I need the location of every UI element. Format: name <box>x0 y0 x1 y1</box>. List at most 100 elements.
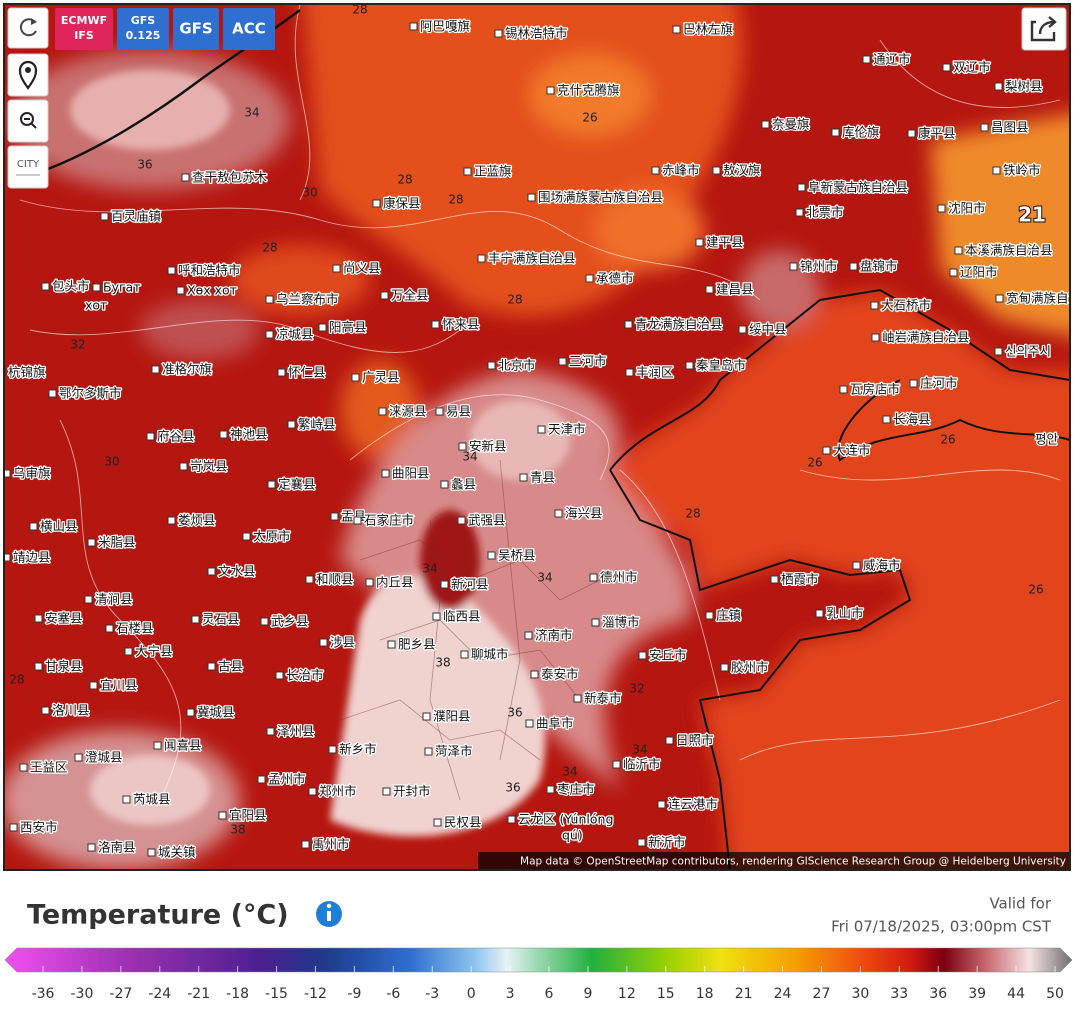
city-label: 铁岭市 <box>1003 163 1041 178</box>
city-label: 신의주시 <box>1005 344 1051 359</box>
city-label: 繁峙县 <box>298 417 336 432</box>
city-marker <box>257 775 266 784</box>
attribution: Map data © OpenStreetMap contributors, r… <box>520 856 1066 868</box>
city-button[interactable]: CITY <box>7 145 49 189</box>
scale-tick-label: -24 <box>148 986 171 1002</box>
contour-label: 34 <box>632 743 647 757</box>
city-marker <box>265 295 274 304</box>
model-button[interactable]: ACC <box>223 8 275 50</box>
model-button[interactable]: ECMWF IFS <box>55 8 113 50</box>
city-label: 长海县 <box>893 412 931 427</box>
city-marker <box>4 553 11 562</box>
city-label: 米脂县 <box>98 535 136 550</box>
city-marker <box>41 706 50 715</box>
city-marker <box>381 469 390 478</box>
contour-label: 34 <box>422 562 437 576</box>
info-icon[interactable] <box>316 901 342 927</box>
isotherms <box>19 4 1061 801</box>
city-label: 阳高县 <box>329 320 367 335</box>
city-label: 巴林左旗 <box>683 22 733 37</box>
city-marker <box>41 282 50 291</box>
zoom-button[interactable] <box>7 99 49 143</box>
city-marker <box>822 446 831 455</box>
city-marker <box>440 480 449 489</box>
city-label: 广灵县 <box>362 370 400 385</box>
city-marker <box>105 624 114 633</box>
city-label: 日照市 <box>676 733 714 748</box>
city-marker <box>372 199 381 208</box>
city-marker <box>151 365 160 374</box>
city-label: qú) <box>562 828 583 843</box>
city-marker <box>207 567 216 576</box>
scale-tick-label: -30 <box>70 986 93 1002</box>
city-label: 大宁县 <box>135 644 173 659</box>
coastline <box>609 288 1070 870</box>
scale-tick-label: 33 <box>890 986 908 1002</box>
city-label: 呼和浩特市 <box>178 263 241 278</box>
city-marker <box>330 512 339 521</box>
city-marker <box>409 22 418 31</box>
city-marker <box>591 618 600 627</box>
scale-tick-label: 36 <box>929 986 947 1002</box>
city-marker <box>328 745 337 754</box>
scale-tick-label: 18 <box>696 986 714 1002</box>
city-marker <box>153 741 162 750</box>
city-marker <box>871 333 880 342</box>
city-marker <box>537 425 546 434</box>
map-frame <box>3 3 1071 871</box>
contour-label: 38 <box>435 656 450 670</box>
city-label: 靖边县 <box>13 550 51 565</box>
contour-label: 38 <box>230 823 245 837</box>
model-button[interactable]: GFS <box>173 8 219 50</box>
city-label: 杭锦旗 <box>8 365 46 380</box>
city-marker <box>277 368 286 377</box>
city-label: 肥乡县 <box>398 637 436 652</box>
city-marker <box>186 708 195 717</box>
location-button[interactable] <box>7 53 49 97</box>
share-button[interactable] <box>1021 7 1067 51</box>
city-marker <box>849 262 858 271</box>
city-marker <box>651 166 660 175</box>
city-label: 梨树县 <box>1005 79 1043 94</box>
city-label: 大石桥市 <box>881 298 931 313</box>
city-marker <box>546 785 555 794</box>
city-marker <box>637 838 646 847</box>
city-label: 宜阳县 <box>229 808 267 823</box>
city-marker <box>308 787 317 796</box>
city-label: 云龙区 (Yúnlóng <box>518 812 613 827</box>
scale-tick-label: 6 <box>545 986 554 1002</box>
city-marker <box>179 462 188 471</box>
city-marker <box>440 580 449 589</box>
city-marker <box>460 650 469 659</box>
model-button[interactable]: GFS 0.125 <box>117 8 169 50</box>
city-label: 乳山市 <box>826 606 864 621</box>
city-label: 和顺县 <box>316 572 354 587</box>
city-label: 曲阳县 <box>392 466 430 481</box>
map[interactable]: 36 34 28 26 28 30 28 28 28 34 34 34 38 36 34 36 34 38 28 26… <box>0 0 1080 890</box>
city-marker <box>589 573 598 582</box>
city-label: 栖霞市 <box>781 572 819 587</box>
contour-label: 26 <box>807 456 822 470</box>
city-marker <box>815 609 824 618</box>
city-marker <box>530 670 539 679</box>
refresh-button[interactable] <box>7 7 49 49</box>
city-label: 闻喜县 <box>164 738 202 753</box>
city-label: 北京市 <box>498 358 536 373</box>
city-label: Бугат <box>103 280 140 295</box>
city-marker <box>207 662 216 671</box>
city-marker <box>287 420 296 429</box>
model-button-bg <box>173 8 219 50</box>
city-label: 枣庄市 <box>557 782 595 797</box>
scale-tick-label: 44 <box>1007 986 1025 1002</box>
city-marker <box>167 266 176 275</box>
city-label: хот <box>85 298 107 313</box>
scale-tick-label: -27 <box>109 986 132 1002</box>
city-marker <box>242 532 251 541</box>
city-label: 建昌县 <box>716 282 754 297</box>
city-marker <box>100 212 109 221</box>
contour-label: 28 <box>507 293 522 307</box>
city-label: 新泰市 <box>584 691 622 706</box>
city-marker <box>665 736 674 745</box>
city-marker <box>525 719 534 728</box>
